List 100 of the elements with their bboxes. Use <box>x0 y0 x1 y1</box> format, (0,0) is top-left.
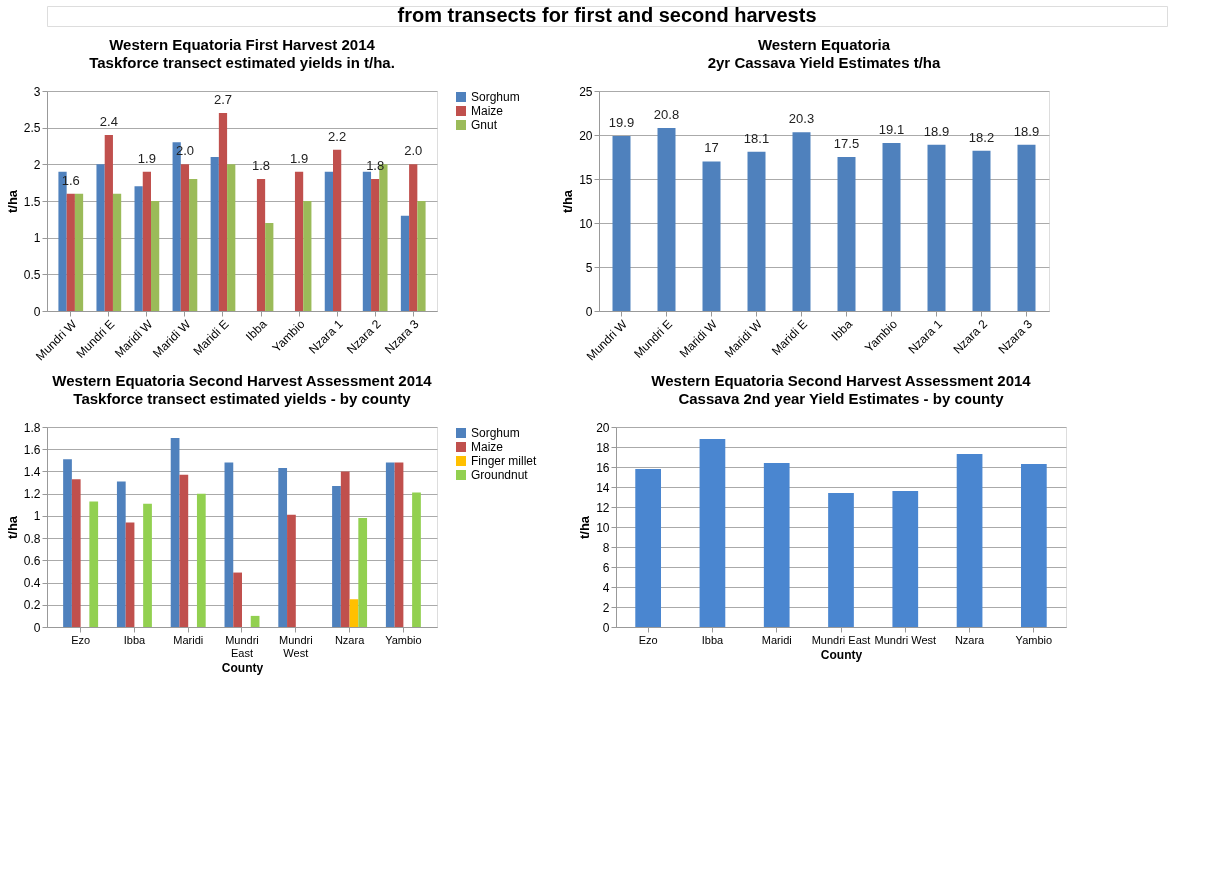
bar <box>134 186 143 311</box>
chart-subtitle: Taskforce transect estimated yields in t/ha. <box>89 54 395 71</box>
bar <box>256 179 266 311</box>
bar <box>394 462 404 627</box>
x-tick-label: Ibba <box>701 633 725 646</box>
y-tick-label: 25 <box>579 84 593 99</box>
bar <box>170 438 180 627</box>
y-axis-title: t/ha <box>577 515 593 540</box>
bar <box>882 142 901 311</box>
bar <box>358 518 368 627</box>
x-tick-label: Ezo <box>638 633 658 646</box>
bar <box>104 135 113 311</box>
bar <box>210 157 219 311</box>
bar <box>340 471 350 627</box>
legend-label: Sorghum <box>471 90 520 104</box>
bar <box>371 179 380 311</box>
bar <box>747 151 766 311</box>
bar <box>196 493 206 627</box>
y-tick-label: 0 <box>602 620 610 635</box>
y-tick-label: 14 <box>596 480 610 495</box>
data-label: 20.8 <box>653 106 680 122</box>
y-tick-label: 5 <box>585 260 593 275</box>
chart-title: Western Equatoria Second Harvest Assessment 2014 <box>52 372 433 389</box>
bar <box>412 492 421 627</box>
y-tick-label: 1.8 <box>23 420 41 435</box>
bar <box>151 201 160 311</box>
legend-label: Maize <box>471 440 504 454</box>
data-label: 2.0 <box>404 143 423 159</box>
legend-label: Sorghum <box>471 426 520 440</box>
bar <box>349 599 359 627</box>
bar <box>1017 144 1036 311</box>
y-tick-label: 2 <box>33 157 41 172</box>
bar <box>66 193 75 311</box>
bar <box>332 485 341 627</box>
bar <box>142 171 151 311</box>
bar <box>89 501 99 627</box>
bar <box>702 161 721 311</box>
x-tick-label: Ibba <box>828 316 856 344</box>
bar <box>74 193 84 311</box>
y-tick-label: 10 <box>596 520 610 535</box>
y-tick-label: 0.5 <box>23 267 41 282</box>
y-tick-label: 1.2 <box>23 487 41 502</box>
legend-label: Finger millet <box>471 454 538 468</box>
data-label: 20.3 <box>788 111 815 127</box>
bar <box>892 491 919 627</box>
y-tick-label: 10 <box>579 216 593 231</box>
data-label: 17 <box>704 140 719 156</box>
bar <box>71 479 81 627</box>
bar <box>927 144 946 311</box>
bar <box>180 164 190 311</box>
legend-label: Groundnut <box>471 468 529 482</box>
data-label: 18.9 <box>923 123 950 139</box>
bar <box>763 463 790 627</box>
y-axis-title: t/ha <box>4 189 20 214</box>
bar <box>837 157 856 311</box>
chart-subtitle: Taskforce transect estimated yields - by county <box>73 390 412 407</box>
x-tick-label: Mundri West <box>278 633 313 659</box>
x-tick-label: Ibba <box>123 633 146 646</box>
data-label: 1.9 <box>290 150 309 166</box>
data-label: 2.2 <box>328 128 347 144</box>
bar <box>224 462 234 627</box>
x-tick-label: Mundri East <box>811 633 871 646</box>
y-tick-label: 16 <box>596 460 610 475</box>
bar <box>635 469 661 627</box>
bar <box>828 493 854 627</box>
data-label: 17.5 <box>833 136 860 151</box>
bar <box>96 164 105 311</box>
y-tick-label: 12 <box>596 500 610 515</box>
x-axis-title: County <box>820 647 863 662</box>
bar <box>233 572 242 627</box>
chart-title: Western Equatoria Second Harvest Assessment 2014 <box>651 372 1032 389</box>
x-tick-label: Mundri West <box>874 633 937 646</box>
bar <box>265 223 274 311</box>
y-tick-label: 1.6 <box>23 442 41 457</box>
y-tick-label: 4 <box>602 580 610 595</box>
chart-subtitle: 2yr Cassava Yield Estimates t/ha <box>707 54 941 71</box>
x-tick-label: Ibba <box>243 316 270 344</box>
y-tick-label: 0 <box>585 304 593 319</box>
y-tick-label: 8 <box>602 540 610 555</box>
bar <box>112 193 122 311</box>
y-tick-label: 0.8 <box>23 531 41 546</box>
y-tick-label: 0.4 <box>23 576 41 591</box>
x-tick-label: Ezo <box>71 633 91 646</box>
data-label: 19.9 <box>608 114 635 130</box>
bar <box>179 474 189 627</box>
data-label: 18.2 <box>968 129 995 145</box>
bar <box>116 481 126 627</box>
y-tick-label: 0.2 <box>23 598 41 613</box>
data-label: 2.7 <box>213 92 233 107</box>
x-tick-label: Yambio <box>1015 633 1053 646</box>
bar <box>125 522 135 627</box>
x-tick-label: Maridi <box>173 633 204 646</box>
x-tick-label: Nzara <box>334 633 366 646</box>
bar <box>324 171 333 311</box>
y-tick-label: 1 <box>33 231 41 246</box>
chart-title: Western Equatoria <box>757 36 891 53</box>
y-tick-label: 1.4 <box>23 464 41 479</box>
bar <box>278 468 288 627</box>
y-tick-label: 20 <box>596 420 610 435</box>
x-tick-label: Mundri East <box>225 633 259 659</box>
